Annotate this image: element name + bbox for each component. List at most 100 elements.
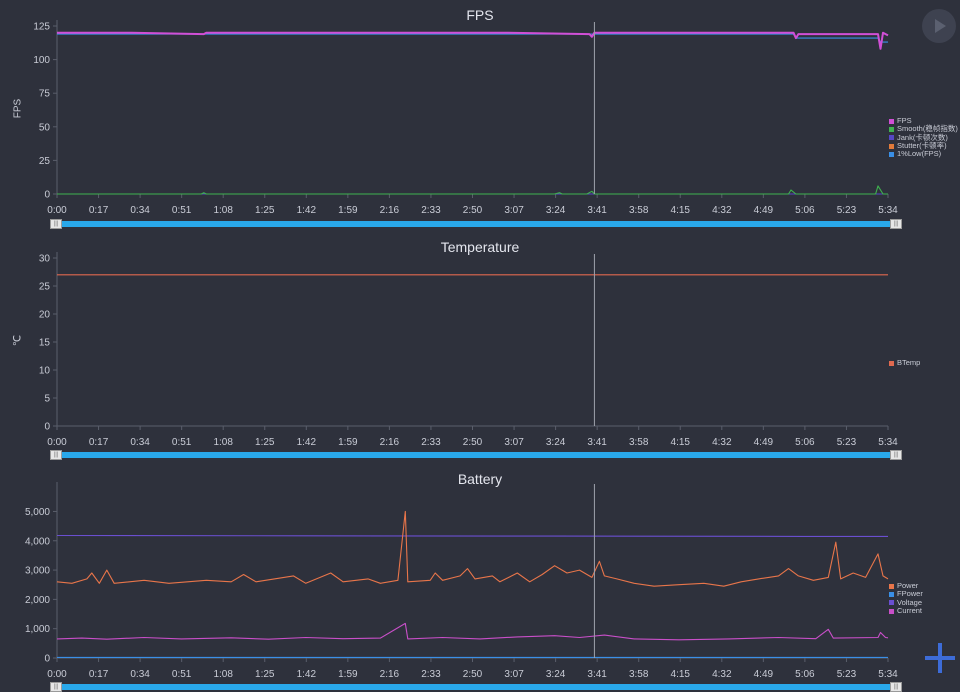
battery-chart-title: Battery	[457, 471, 503, 487]
play-button[interactable]	[922, 9, 956, 43]
temperature-slider-start-handle[interactable]: |||	[50, 450, 62, 460]
temperature-y-tick-label: 20	[39, 310, 51, 321]
battery-x-tick-label: 3:58	[629, 669, 649, 680]
battery-x-tick-label: 2:50	[463, 669, 483, 680]
legend-item[interactable]: FPS	[889, 116, 958, 125]
temperature-y-tick-label: 5	[44, 394, 50, 405]
legend-label: FPS	[897, 116, 912, 125]
battery-x-tick-label: 0:17	[89, 669, 109, 680]
battery-x-tick-label: 5:06	[795, 669, 815, 680]
fps-x-tick-label: 3:24	[546, 205, 566, 216]
battery-y-tick-label: 4,000	[25, 536, 50, 547]
fps-x-tick-label: 4:15	[671, 205, 691, 216]
temperature-x-tick-label: 5:23	[837, 437, 857, 448]
fps-y-tick-label: 0	[44, 190, 50, 201]
fps-x-tick-label: 4:32	[712, 205, 732, 216]
battery-series-line	[56, 510, 889, 587]
battery-x-tick-label: 1:42	[297, 669, 317, 680]
battery-x-tick-label: 5:34	[878, 669, 898, 680]
temperature-y-tick-label: 30	[39, 254, 51, 265]
fps-x-tick-label: 2:50	[463, 205, 483, 216]
legend-item[interactable]: BTemp	[889, 358, 921, 367]
fps-x-tick-label: 1:08	[213, 205, 233, 216]
battery-x-tick-label: 3:07	[504, 669, 524, 680]
legend-item[interactable]: Smooth(稳帧指数)	[889, 124, 958, 134]
fps-x-tick-label: 1:42	[297, 205, 317, 216]
legend-swatch	[889, 151, 894, 157]
battery-y-tick-label: 3,000	[25, 566, 50, 577]
add-button[interactable]	[922, 640, 958, 676]
fps-x-tick-label: 0:17	[89, 205, 109, 216]
temperature-x-tick-label: 5:06	[795, 437, 815, 448]
temperature-x-tick-label: 3:07	[504, 437, 524, 448]
legend-label: BTemp	[897, 358, 921, 367]
legend-swatch	[889, 360, 894, 366]
temperature-range-slider[interactable]: ||| |||	[50, 450, 902, 460]
battery-x-tick-label: 1:08	[213, 669, 233, 680]
legend-label: Power	[897, 581, 919, 590]
battery-x-tick-label: 5:23	[837, 669, 857, 680]
fps-x-tick-label: 5:06	[795, 205, 815, 216]
battery-x-tick-label: 4:49	[754, 669, 774, 680]
fps-y-tick-label: 75	[39, 89, 51, 100]
fps-x-tick-label: 0:51	[172, 205, 192, 216]
fps-y-tick-label: 25	[39, 156, 51, 167]
fps-chart-title: FPS	[466, 7, 494, 23]
battery-y-tick-label: 5,000	[25, 507, 50, 518]
fps-series-line	[57, 185, 888, 195]
fps-x-tick-label: 3:07	[504, 205, 524, 216]
temperature-x-tick-label: 2:33	[421, 437, 441, 448]
fps-x-tick-label: 2:33	[421, 205, 441, 216]
fps-x-tick-label: 4:49	[754, 205, 774, 216]
legend-item[interactable]: Current	[889, 605, 923, 615]
legend-label: Stutter(卡顿率)	[897, 140, 947, 150]
temperature-x-tick-label: 2:50	[463, 437, 483, 448]
temperature-y-tick-label: 25	[39, 282, 51, 293]
temperature-x-tick-label: 4:15	[671, 437, 691, 448]
legend-item[interactable]: Power	[889, 581, 923, 590]
fps-range-slider[interactable]: ||| |||	[50, 219, 902, 229]
legend-item[interactable]: Voltage	[889, 598, 923, 607]
legend-swatch	[889, 126, 894, 132]
battery-series-line	[56, 534, 888, 537]
fps-x-tick-label: 0:34	[130, 205, 150, 216]
battery-x-tick-label: 4:32	[712, 669, 732, 680]
legend-swatch	[889, 583, 894, 589]
temperature-slider-end-handle[interactable]: |||	[890, 450, 902, 460]
temperature-x-tick-label: 5:34	[878, 437, 898, 448]
temperature-x-tick-label: 4:49	[754, 437, 774, 448]
fps-slider-track[interactable]	[58, 221, 894, 227]
legend-item[interactable]: Stutter(卡顿率)	[889, 140, 958, 150]
battery-y-tick-label: 0	[44, 654, 50, 665]
legend-item[interactable]: Jank(卡顿次数)	[889, 132, 958, 142]
temperature-legend: BTemp	[889, 358, 921, 367]
battery-x-tick-label: 0:34	[130, 669, 150, 680]
legend-label: Jank(卡顿次数)	[897, 132, 948, 142]
legend-swatch	[889, 118, 894, 124]
battery-x-tick-label: 3:41	[587, 669, 607, 680]
battery-x-tick-label: 0:51	[172, 669, 192, 680]
fps-series-line	[57, 33, 888, 43]
temperature-x-tick-label: 4:32	[712, 437, 732, 448]
legend-label: Smooth(稳帧指数)	[897, 124, 958, 134]
play-icon	[935, 19, 946, 33]
legend-item[interactable]: FPower	[889, 589, 923, 598]
legend-swatch	[889, 143, 894, 149]
battery-x-tick-label: 1:25	[255, 669, 275, 680]
battery-series-line	[56, 622, 889, 641]
fps-x-tick-label: 1:25	[255, 205, 275, 216]
legend-item[interactable]: 1%Low(FPS)	[889, 149, 958, 158]
battery-legend: Power FPower Voltage Current	[889, 581, 923, 615]
temperature-slider-track[interactable]	[58, 452, 894, 458]
legend-label: Current	[897, 605, 923, 615]
fps-legend: FPS Smooth(稳帧指数) Jank(卡顿次数) Stutter(卡顿率) 1%L…	[889, 116, 958, 158]
battery-y-tick-label: 1,000	[25, 624, 50, 635]
fps-slider-start-handle[interactable]: |||	[50, 219, 62, 229]
fps-x-tick-label: 1:59	[338, 205, 358, 216]
fps-slider-end-handle[interactable]: |||	[890, 219, 902, 229]
battery-slider-track[interactable]	[58, 684, 894, 690]
temperature-y-tick-label: 10	[39, 366, 51, 377]
temperature-x-tick-label: 0:51	[172, 437, 192, 448]
fps-series-line	[57, 31, 889, 50]
